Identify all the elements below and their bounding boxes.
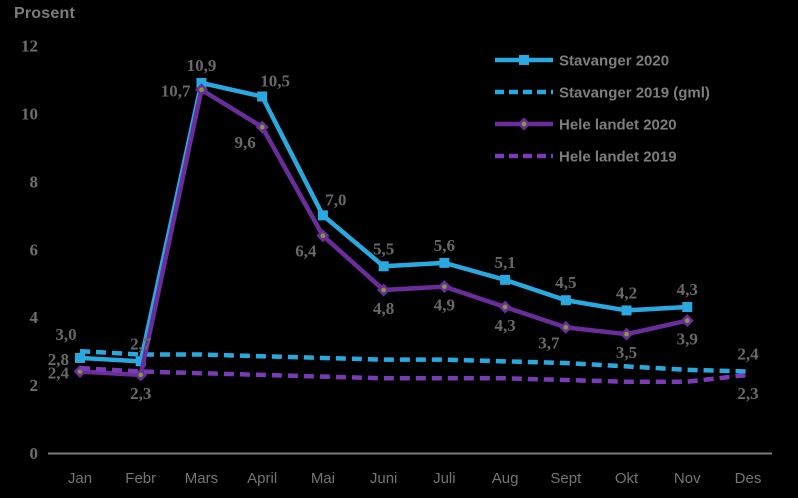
legend-item-stavanger-2020: Stavanger 2020	[495, 53, 669, 70]
data-label: 3,5	[616, 343, 637, 362]
y-tick-label: 10	[21, 105, 38, 124]
legend-label: Hele landet 2019	[559, 149, 677, 166]
data-point-marker	[519, 55, 529, 65]
data-label: 5,1	[494, 253, 515, 272]
series-line-hele-landet-2019	[79, 365, 749, 384]
series-hele-landet-2019	[79, 365, 749, 384]
y-axis-title: Prosent	[14, 5, 75, 22]
data-label: 7,0	[325, 190, 346, 209]
y-tick-label: 6	[30, 240, 39, 259]
x-tick-label: Jan	[68, 470, 92, 487]
data-point-marker-center	[442, 284, 447, 289]
data-point-marker	[135, 356, 146, 367]
legend-item-stavanger-2019-gml: Stavanger 2019 (gml)	[495, 85, 710, 102]
x-tick-label: Sept	[550, 470, 582, 487]
x-tick-label: Mai	[311, 470, 335, 487]
series-line-stavanger-2019-gml	[79, 348, 749, 374]
x-tick-label: Okt	[615, 470, 639, 487]
data-label: 4,8	[373, 299, 394, 318]
data-label: 3,9	[677, 330, 698, 349]
y-tick-label: 4	[30, 308, 39, 327]
data-label: 2,8	[48, 350, 69, 369]
y-tick-label: 0	[30, 444, 39, 463]
data-label: 2,4	[48, 364, 70, 383]
data-label: 2,3	[130, 384, 151, 403]
data-point-marker	[500, 274, 511, 285]
data-point-marker	[257, 91, 268, 102]
data-label: 10,5	[260, 72, 290, 91]
series-stavanger-2019-gml	[79, 348, 749, 374]
y-tick-label: 12	[21, 37, 38, 56]
data-point-marker-center	[563, 325, 569, 330]
data-point-marker-center	[502, 304, 508, 310]
data-label: 5,5	[373, 239, 394, 258]
x-tick-label: Des	[735, 470, 762, 487]
data-point-marker	[682, 302, 693, 313]
legend-label: Stavanger 2020	[559, 53, 669, 70]
x-tick-label: Nov	[674, 470, 701, 487]
data-point-marker	[317, 210, 328, 221]
data-label: 10,7	[161, 82, 191, 101]
data-label: 4,9	[434, 296, 455, 315]
data-point-marker	[378, 261, 389, 272]
x-tick-label: Febr	[125, 470, 156, 487]
data-point-marker	[621, 305, 632, 316]
data-point-marker-center	[320, 233, 326, 239]
data-label: 4,3	[677, 280, 698, 299]
data-point-marker	[560, 295, 571, 306]
x-tick-label: Aug	[492, 470, 519, 487]
data-label: 10,9	[187, 56, 217, 75]
data-label: 9,6	[235, 133, 256, 152]
legend-item-hele-landet-2020: Hele landet 2020	[495, 117, 677, 134]
legend-label: Hele landet 2020	[559, 117, 677, 134]
data-point-marker-center	[521, 121, 527, 127]
data-label: 2,7	[130, 334, 152, 353]
data-point-marker-center	[624, 331, 629, 337]
data-label: 4,3	[494, 316, 515, 335]
y-tick-label: 2	[30, 376, 39, 395]
x-tick-label: Juni	[370, 470, 398, 487]
data-label: 3,7	[538, 333, 560, 352]
data-label: 2,4	[737, 345, 759, 364]
data-label: 5,6	[434, 236, 455, 255]
legend-label: Stavanger 2019 (gml)	[559, 85, 710, 102]
data-point-marker	[196, 77, 207, 88]
data-label: 4,5	[555, 273, 576, 292]
data-point-marker-center	[259, 124, 265, 130]
y-tick-label: 8	[30, 172, 39, 191]
x-tick-label: Mars	[185, 470, 218, 487]
data-point-marker-center	[138, 372, 144, 378]
legend: Stavanger 2020 Stavanger 2019 (gml) Hele l…	[495, 53, 710, 166]
data-point-marker	[75, 352, 85, 363]
data-point-marker-center	[199, 87, 204, 93]
x-tick-label: Juli	[433, 470, 456, 487]
data-label: 6,4	[295, 242, 317, 261]
legend-item-hele-landet-2019: Hele landet 2019	[495, 149, 677, 166]
x-tick-label: April	[247, 470, 277, 487]
data-label: 3,0	[55, 325, 76, 344]
data-point-marker-center	[381, 287, 386, 293]
data-label: 4,2	[616, 283, 637, 302]
data-label: 2,3	[737, 384, 758, 403]
data-point-marker	[439, 257, 450, 268]
data-point-marker-center	[684, 318, 690, 323]
